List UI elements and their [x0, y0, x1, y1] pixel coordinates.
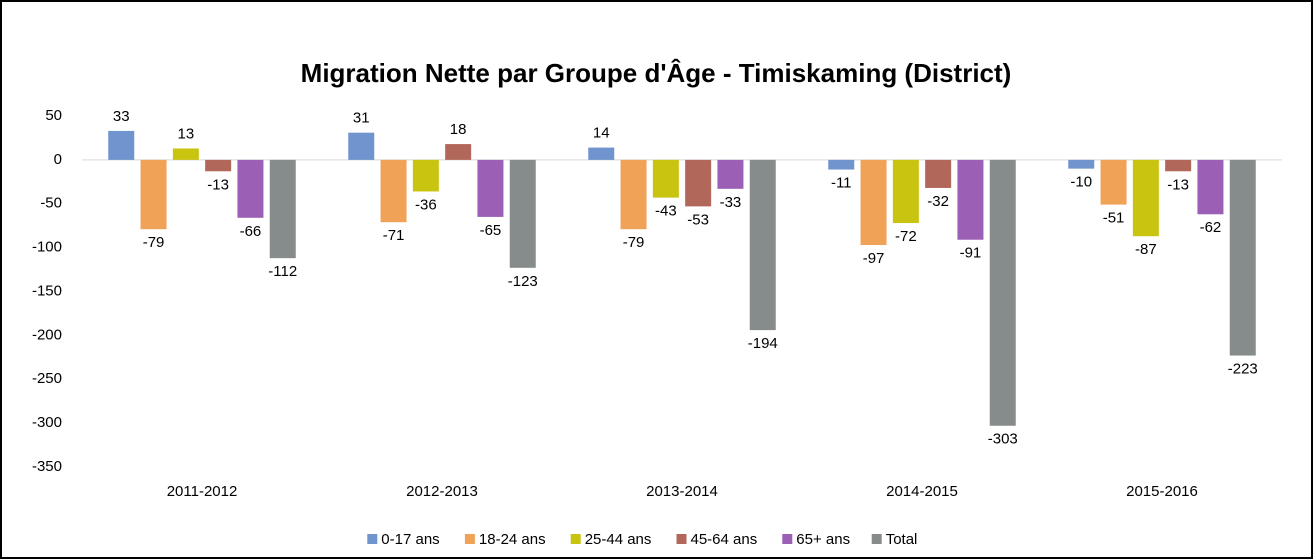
bar: [237, 159, 264, 218]
data-label: 18: [450, 121, 467, 138]
y-tick-label: -150: [32, 282, 62, 299]
x-tick-label: 2012-2013: [406, 483, 478, 500]
bar: [205, 159, 232, 172]
bar: [172, 148, 199, 160]
bar: [685, 159, 712, 207]
bar: [477, 159, 504, 217]
data-label: -123: [508, 273, 538, 290]
data-label: 14: [593, 125, 610, 142]
data-label: -11: [831, 174, 852, 191]
bar: [957, 159, 984, 240]
y-tick-label: -100: [32, 239, 62, 256]
x-tick-label: 2013-2014: [646, 483, 718, 500]
legend-label: 25-44 ans: [585, 531, 652, 548]
bar: [1068, 159, 1095, 169]
y-tick-label: -200: [32, 326, 62, 343]
legend-swatch: [464, 534, 475, 544]
data-label: -13: [207, 176, 229, 193]
bar: [140, 159, 167, 230]
legend-label: 45-64 ans: [691, 531, 758, 548]
data-label: -32: [927, 193, 949, 210]
bar: [1165, 159, 1192, 172]
data-label: -13: [1167, 176, 1189, 193]
data-label: -194: [748, 335, 778, 352]
data-label: -303: [988, 431, 1018, 448]
data-label: -91: [960, 245, 982, 262]
chart-title: Migration Nette par Groupe d'Âge - Timis…: [301, 58, 1012, 88]
bar: [108, 130, 135, 160]
bar: [828, 159, 855, 170]
data-label: -223: [1228, 361, 1258, 378]
data-label: -10: [1070, 174, 1092, 191]
data-label: -72: [895, 228, 917, 245]
y-tick-label: 50: [45, 107, 62, 124]
bar: [717, 159, 744, 189]
bar: [652, 159, 679, 198]
bar: [380, 159, 407, 223]
bar: [1197, 159, 1224, 215]
legend-swatch: [871, 534, 882, 544]
bar: [1229, 159, 1256, 356]
bar: [749, 159, 776, 331]
data-label: -87: [1135, 241, 1157, 258]
data-label: -65: [480, 222, 502, 239]
x-tick-label: 2014-2015: [886, 483, 958, 500]
data-label: -97: [863, 250, 885, 267]
bar: [588, 147, 615, 160]
data-label: -43: [655, 203, 677, 220]
data-label: 13: [178, 125, 195, 142]
y-tick-label: 0: [54, 151, 62, 168]
bar: [1100, 159, 1127, 205]
y-tick-label: -250: [32, 370, 62, 387]
data-label: -71: [383, 227, 405, 244]
y-tick-label: -50: [40, 195, 62, 212]
legend-label: 18-24 ans: [479, 531, 546, 548]
bar: [892, 159, 919, 224]
x-tick-label: 2015-2016: [1126, 483, 1198, 500]
legend-label: Total: [886, 531, 918, 548]
bar: [445, 144, 472, 160]
data-label: -79: [623, 234, 645, 251]
y-tick-label: -300: [32, 414, 62, 431]
bar: [620, 159, 647, 230]
data-label: -53: [687, 211, 709, 228]
bar: [925, 159, 952, 188]
data-label: -112: [268, 263, 297, 280]
bar: [860, 159, 887, 245]
bar: [269, 159, 296, 259]
data-label: 31: [353, 110, 370, 127]
data-label: -36: [415, 196, 437, 213]
data-label: -66: [240, 223, 262, 240]
legend-swatch: [570, 534, 581, 544]
legend-swatch: [782, 534, 793, 544]
legend-swatch: [367, 534, 378, 544]
data-label: -33: [720, 194, 742, 211]
y-tick-label: -350: [32, 458, 62, 475]
data-label: 33: [113, 108, 130, 125]
bar: [348, 132, 375, 160]
bar: [509, 159, 536, 268]
bar: [412, 159, 439, 192]
data-label: -51: [1103, 210, 1125, 227]
bar: [1132, 159, 1159, 237]
x-tick-label: 2011-2012: [167, 483, 238, 500]
legend-label: 65+ ans: [796, 531, 850, 548]
legend-label: 0-17 ans: [381, 531, 439, 548]
bar: [989, 159, 1016, 426]
data-label: -79: [143, 234, 165, 251]
legend-swatch: [676, 534, 687, 544]
data-label: -62: [1200, 219, 1222, 236]
